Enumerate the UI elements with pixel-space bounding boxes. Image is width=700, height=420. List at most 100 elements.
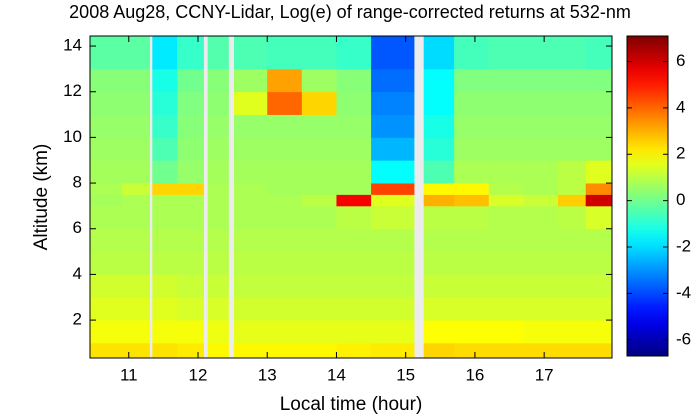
heatmap-cell — [234, 91, 268, 115]
heatmap-cell — [207, 205, 229, 230]
heatmap-cell — [90, 205, 123, 230]
heatmap-cell — [585, 342, 613, 359]
heatmap-cell — [90, 183, 123, 195]
heatmap-cell — [90, 137, 123, 161]
heatmap-cell — [177, 297, 204, 321]
heatmap-cell — [371, 251, 415, 275]
heatmap-cell — [488, 91, 524, 115]
heatmap-cell — [121, 320, 150, 344]
heatmap-cell — [523, 91, 559, 115]
heatmap-cell — [234, 36, 268, 70]
heatmap-cell — [454, 160, 490, 184]
heatmap-cell — [267, 194, 303, 207]
heatmap-cell — [301, 205, 337, 230]
heatmap-cell — [301, 274, 337, 298]
heatmap-cell — [423, 194, 455, 207]
heatmap-cell — [177, 342, 204, 359]
heatmap-cell — [423, 68, 455, 93]
colorbar-tick-label: -4 — [676, 283, 691, 302]
heatmap-cell — [558, 137, 587, 161]
heatmap-cell — [585, 114, 613, 138]
heatmap-cell — [336, 91, 372, 115]
heatmap-cell — [152, 68, 178, 93]
heatmap-cell — [423, 91, 455, 115]
heatmap-cell — [558, 228, 587, 252]
heatmap-cell — [177, 137, 204, 161]
heatmap-cell — [121, 228, 150, 252]
heatmap-cell — [585, 160, 613, 184]
heatmap-cell — [558, 251, 587, 275]
heatmap-cell — [423, 228, 455, 252]
heatmap-cell — [152, 274, 178, 298]
x-tick-label: 16 — [465, 365, 484, 384]
y-axis-label: Altitude (km) — [31, 144, 52, 251]
heatmap-cell — [177, 183, 204, 195]
heatmap-cell — [558, 342, 587, 359]
heatmap-cell — [152, 297, 178, 321]
heatmap-cell — [177, 228, 204, 252]
heatmap-cell — [152, 320, 178, 344]
heatmap-cell — [371, 137, 415, 161]
heatmap-cell — [177, 114, 204, 138]
heatmap-cell — [207, 160, 229, 184]
heatmap-cell — [267, 205, 303, 230]
heatmap-cell — [454, 137, 490, 161]
heatmap-cell — [234, 297, 268, 321]
heatmap-cell — [152, 194, 178, 207]
heatmap-cell — [267, 36, 303, 70]
heatmap-cell — [121, 68, 150, 93]
heatmap-cell — [336, 137, 372, 161]
heatmap-cell — [207, 194, 229, 207]
heatmap-cell — [558, 183, 587, 195]
heatmap-cell — [523, 342, 559, 359]
heatmap-cell — [207, 320, 229, 344]
heatmap-cell — [523, 194, 559, 207]
heatmap-cell — [267, 137, 303, 161]
heatmap-cell — [207, 251, 229, 275]
heatmap-cell — [488, 251, 524, 275]
heatmap-cell — [267, 251, 303, 275]
heatmap-cell — [523, 36, 559, 70]
heatmap-cell — [336, 194, 372, 207]
heatmap-cell — [558, 194, 587, 207]
heatmap-cell — [301, 160, 337, 184]
heatmap-cell — [177, 205, 204, 230]
x-tick-label: 17 — [535, 365, 554, 384]
heatmap-cell — [454, 342, 490, 359]
heatmap-cell — [371, 68, 415, 93]
heatmap-cell — [121, 297, 150, 321]
heatmap-cell — [267, 114, 303, 138]
plot-frame — [89, 35, 613, 359]
heatmap-cell — [90, 297, 123, 321]
heatmap-cell — [523, 183, 559, 195]
heatmap-cell — [488, 274, 524, 298]
heatmap-cell — [488, 194, 524, 207]
heatmap-cell — [90, 320, 123, 344]
heatmap-cell — [454, 114, 490, 138]
heatmap-cell — [454, 91, 490, 115]
heatmap-cell — [488, 183, 524, 195]
heatmap-cell — [488, 342, 524, 359]
heatmap-cell — [523, 160, 559, 184]
heatmap-cell — [234, 228, 268, 252]
heatmap-cell — [558, 114, 587, 138]
heatmap-cell — [234, 205, 268, 230]
heatmap-cell — [585, 194, 613, 207]
heatmap-cell — [301, 36, 337, 70]
heatmap-cell — [234, 183, 268, 195]
heatmap-cell — [585, 320, 613, 344]
colorbar-tick-label: 4 — [676, 97, 685, 116]
heatmap-cell — [207, 91, 229, 115]
heatmap-cell — [301, 137, 337, 161]
heatmap-cell — [267, 160, 303, 184]
colorbar-tick-label: -6 — [676, 329, 691, 348]
heatmap-cell — [152, 251, 178, 275]
heatmap-cell — [585, 251, 613, 275]
heatmap-cell — [488, 36, 524, 70]
heatmap-cell — [90, 228, 123, 252]
heatmap-cell — [336, 251, 372, 275]
heatmap-cell — [454, 297, 490, 321]
colorbar-tick-label: 6 — [676, 51, 685, 70]
heatmap-cell — [267, 68, 303, 93]
heatmap-cell — [267, 320, 303, 344]
